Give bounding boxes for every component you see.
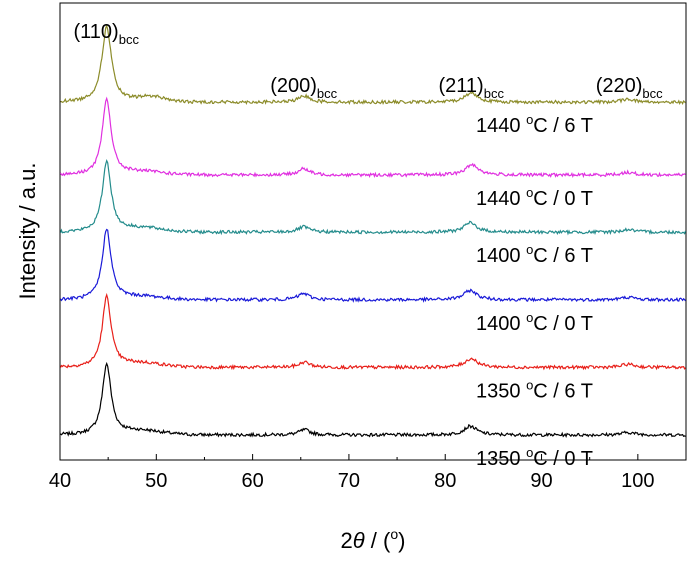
x-axis-label-prefix: 2 (341, 528, 353, 553)
series-label-degree: o (526, 310, 533, 325)
x-tick-label: 70 (338, 470, 360, 492)
peak-label-phase: bcc (642, 86, 663, 101)
series-label: 1400 oC / 0 T (476, 310, 593, 335)
peak-label: (211)bcc (439, 75, 505, 101)
peak-label-phase: bcc (317, 86, 338, 101)
series-label-rest: C / 6 T (533, 380, 593, 402)
series-label-rest: C / 0 T (533, 188, 593, 210)
series-label: 1440 oC / 6 T (476, 112, 593, 137)
series-label-degree: o (526, 377, 533, 392)
trace-line (60, 24, 686, 106)
x-tick-label: 60 (241, 470, 263, 492)
series-label-degree: o (526, 112, 533, 127)
x-tick-label: 90 (530, 470, 552, 492)
x-tick-label: 80 (434, 470, 456, 492)
series-label-rest: C / 0 T (533, 313, 593, 335)
x-axis-label-theta: θ (353, 528, 365, 553)
series-label-temp: 1350 (476, 448, 526, 470)
series-label-temp: 1440 (476, 115, 526, 137)
peak-label-hkl: (200) (270, 75, 317, 97)
series-label: 1350 oC / 0 T (476, 445, 593, 470)
traces (59, 24, 687, 439)
trace-line (59, 292, 686, 371)
x-ticks: 40 50 60 70 80 90 100 (49, 454, 655, 492)
x-tick-label: 100 (621, 470, 654, 492)
series-label-temp: 1350 (476, 380, 526, 402)
peak-label-hkl: (110) (74, 21, 119, 43)
x-axis-label-mid: / ( (365, 528, 391, 553)
x-axis-label: 2θ / (o) (341, 526, 406, 553)
trace-line (59, 96, 686, 179)
series-label-rest: C / 6 T (533, 115, 593, 137)
series-label-temp: 1440 (476, 188, 526, 210)
series-label-temp: 1400 (476, 245, 526, 267)
plot-frame (59, 2, 687, 461)
trace-line (59, 159, 687, 236)
series-label-rest: C / 0 T (533, 448, 593, 470)
x-tick-label: 40 (49, 470, 71, 492)
peak-label-hkl: (211) (439, 75, 484, 97)
peak-label: (220)bcc (596, 75, 663, 101)
x-axis-label-suffix: ) (398, 528, 405, 553)
series-label-degree: o (526, 185, 533, 200)
peak-label-hkl: (220) (596, 75, 643, 97)
series-label-degree: o (526, 242, 533, 257)
series-label-degree: o (526, 445, 533, 460)
trace-line (59, 228, 686, 303)
series-label: 1400 oC / 6 T (476, 242, 593, 267)
series-label: 1440 oC / 0 T (476, 185, 593, 210)
peak-label-phase: bcc (484, 86, 505, 101)
peak-labels: (110)bcc(200)bcc (211)bcc (220)bcc (74, 21, 664, 101)
series-label: 1350 oC / 6 T (476, 377, 593, 402)
peak-label: (110)bcc (74, 21, 140, 47)
series-label-temp: 1400 (476, 313, 526, 335)
x-tick-label: 50 (145, 470, 167, 492)
peak-label: (200)bcc (270, 75, 337, 101)
peak-label-phase: bcc (119, 32, 140, 47)
x-axis-label-degree: o (390, 526, 398, 542)
trace-line (60, 361, 686, 439)
y-axis-label: Intensity / a.u. (15, 163, 40, 300)
series-label-rest: C / 6 T (533, 245, 593, 267)
